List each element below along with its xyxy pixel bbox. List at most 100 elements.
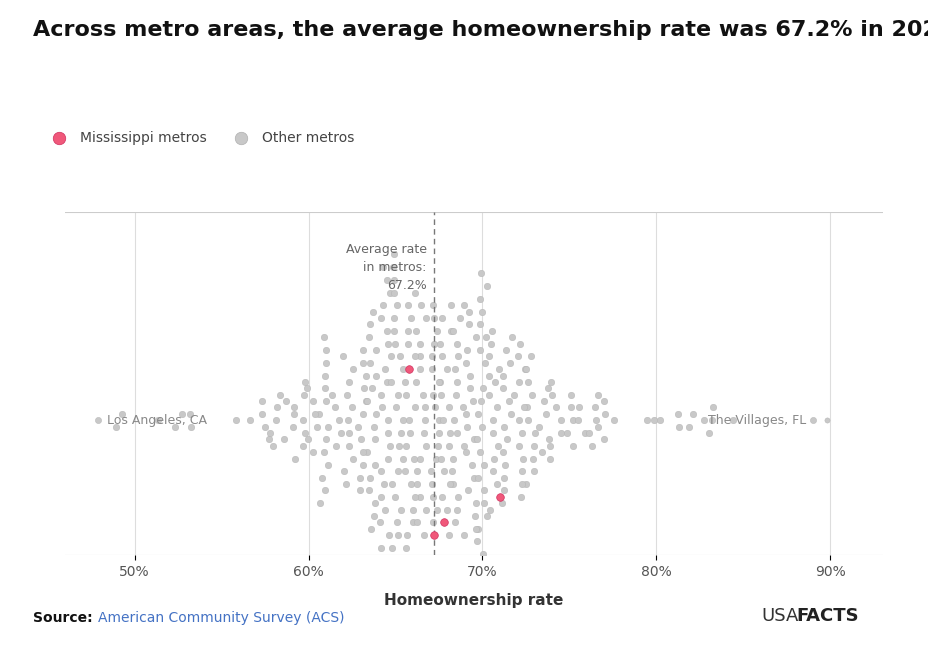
Point <box>269 402 284 412</box>
Point <box>393 351 407 362</box>
Point <box>571 402 586 412</box>
Point <box>254 396 269 407</box>
Point <box>355 408 370 419</box>
Point <box>380 453 394 464</box>
Point <box>428 402 443 412</box>
Point <box>514 428 529 438</box>
Point <box>408 377 423 387</box>
Point <box>344 402 359 412</box>
Point <box>366 421 380 432</box>
Point <box>434 492 449 502</box>
Point <box>345 453 360 464</box>
Point <box>354 358 369 368</box>
Point <box>412 351 427 362</box>
Point <box>456 530 470 541</box>
Point <box>492 492 507 502</box>
Point <box>374 402 389 412</box>
Text: FACTS: FACTS <box>795 607 857 625</box>
Point <box>468 524 483 534</box>
Point <box>403 479 418 489</box>
Point <box>228 415 243 426</box>
Point <box>406 351 421 362</box>
Point <box>462 370 477 381</box>
Point <box>448 389 463 400</box>
Point <box>432 377 446 387</box>
Point <box>387 568 402 578</box>
Point <box>338 479 353 489</box>
Point <box>570 415 585 426</box>
Point <box>507 389 522 400</box>
Point <box>409 479 424 489</box>
Point <box>380 415 395 426</box>
Point <box>518 364 533 374</box>
Point <box>384 479 399 489</box>
Point <box>725 415 740 426</box>
Point <box>317 485 332 496</box>
Point <box>405 504 419 515</box>
Point <box>485 415 500 426</box>
Point <box>150 415 165 426</box>
Point <box>393 504 408 515</box>
Point <box>91 415 106 426</box>
Point <box>445 453 460 464</box>
Text: Across metro areas, the average homeownership rate was 67.2% in 2022.: Across metro areas, the average homeowne… <box>32 20 928 40</box>
Point <box>375 262 390 272</box>
Point <box>548 402 562 412</box>
Point <box>382 288 397 298</box>
Point <box>305 396 320 407</box>
Point <box>305 447 320 457</box>
Point <box>298 377 313 387</box>
Point <box>424 364 439 374</box>
Point <box>512 492 527 502</box>
Point <box>408 326 423 336</box>
Point <box>526 440 541 451</box>
Point <box>449 504 464 515</box>
Point <box>470 524 485 534</box>
Point <box>359 447 374 457</box>
Point <box>479 281 494 292</box>
Point <box>436 466 451 477</box>
Point <box>468 498 483 508</box>
Point <box>412 364 427 374</box>
Point <box>265 440 280 451</box>
Point <box>520 415 535 426</box>
Point <box>412 453 427 464</box>
Point <box>701 428 715 438</box>
Text: USA: USA <box>761 607 798 625</box>
Point <box>315 473 329 483</box>
Point <box>480 511 495 522</box>
Point <box>378 364 393 374</box>
Point <box>379 326 393 336</box>
Point <box>462 383 477 393</box>
Point <box>333 428 348 438</box>
Point <box>377 504 392 515</box>
Point <box>576 428 591 438</box>
Point <box>474 307 489 317</box>
Point <box>520 377 535 387</box>
Point <box>393 428 408 438</box>
Point <box>581 428 596 438</box>
Point <box>400 338 415 349</box>
Point <box>670 421 685 432</box>
Point <box>352 473 367 483</box>
Point <box>525 453 540 464</box>
Point <box>432 377 447 387</box>
Point <box>426 338 441 349</box>
Point <box>295 440 310 451</box>
Point <box>461 319 476 330</box>
Point <box>335 351 350 362</box>
Point <box>408 466 423 477</box>
Point <box>527 428 542 438</box>
Point <box>517 364 532 374</box>
Point <box>565 440 580 451</box>
Point <box>423 466 438 477</box>
Point <box>518 479 533 489</box>
Point <box>242 415 257 426</box>
Point <box>336 466 351 477</box>
Point <box>254 408 269 419</box>
Point <box>412 492 427 502</box>
Point <box>470 434 484 445</box>
Point <box>373 313 388 323</box>
Point <box>511 440 526 451</box>
Point <box>523 389 538 400</box>
